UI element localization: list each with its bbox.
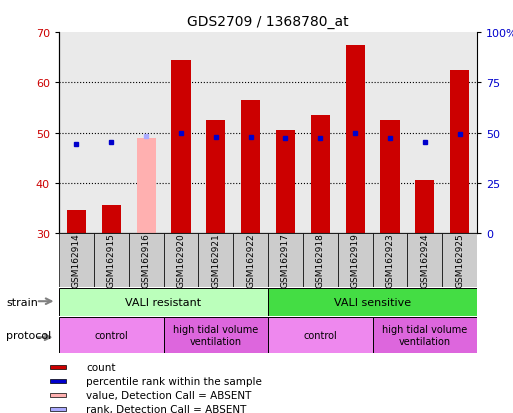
Bar	[233, 233, 268, 287]
Bar	[59, 317, 164, 353]
Bar	[338, 33, 372, 233]
Bar	[276, 131, 295, 233]
Bar	[129, 33, 164, 233]
Bar	[171, 61, 190, 233]
Bar	[303, 233, 338, 287]
Bar	[241, 101, 260, 233]
Bar	[442, 233, 477, 287]
Text: GSM162921: GSM162921	[211, 233, 220, 287]
Bar	[164, 33, 199, 233]
Text: GSM162914: GSM162914	[72, 233, 81, 287]
Text: rank, Detection Call = ABSENT: rank, Detection Call = ABSENT	[86, 404, 247, 413]
Text: value, Detection Call = ABSENT: value, Detection Call = ABSENT	[86, 390, 251, 400]
Bar	[199, 33, 233, 233]
Text: percentile rank within the sample: percentile rank within the sample	[86, 376, 262, 386]
Bar	[102, 206, 121, 233]
Bar	[50, 366, 66, 369]
Text: GSM162925: GSM162925	[455, 233, 464, 287]
Text: count: count	[86, 362, 116, 372]
Bar	[415, 181, 435, 233]
Bar	[372, 317, 477, 353]
Bar	[372, 233, 407, 287]
Text: high tidal volume
ventilation: high tidal volume ventilation	[382, 324, 467, 346]
Bar	[311, 116, 330, 233]
Bar	[268, 288, 477, 316]
Bar	[94, 33, 129, 233]
Bar	[407, 233, 442, 287]
Bar	[164, 233, 199, 287]
Text: GSM162917: GSM162917	[281, 233, 290, 287]
Bar	[206, 121, 225, 233]
Bar	[268, 233, 303, 287]
Bar	[199, 233, 233, 287]
Text: GSM162920: GSM162920	[176, 233, 185, 287]
Text: GSM162915: GSM162915	[107, 233, 116, 287]
Bar	[59, 233, 94, 287]
Bar	[450, 71, 469, 233]
Bar	[50, 394, 66, 397]
Text: VALI sensitive: VALI sensitive	[334, 297, 411, 307]
Bar	[372, 33, 407, 233]
Bar	[338, 233, 372, 287]
Text: GSM162923: GSM162923	[385, 233, 394, 287]
Bar	[381, 121, 400, 233]
Bar	[268, 317, 372, 353]
Text: strain: strain	[6, 297, 38, 307]
Bar	[50, 380, 66, 383]
Bar	[136, 138, 155, 233]
Bar	[303, 33, 338, 233]
Bar	[59, 288, 268, 316]
Bar	[407, 33, 442, 233]
Bar	[268, 33, 303, 233]
Text: GSM162916: GSM162916	[142, 233, 151, 287]
Bar	[67, 211, 86, 233]
Bar	[129, 233, 164, 287]
Bar	[442, 33, 477, 233]
Bar	[346, 45, 365, 233]
Text: GSM162919: GSM162919	[351, 233, 360, 287]
Bar	[50, 407, 66, 411]
Text: control: control	[94, 330, 128, 340]
Text: GSM162924: GSM162924	[420, 233, 429, 287]
Bar	[164, 317, 268, 353]
Bar	[233, 33, 268, 233]
Text: high tidal volume
ventilation: high tidal volume ventilation	[173, 324, 259, 346]
Text: protocol: protocol	[6, 330, 51, 340]
Text: GSM162922: GSM162922	[246, 233, 255, 287]
Text: GSM162918: GSM162918	[316, 233, 325, 287]
Bar	[94, 233, 129, 287]
Title: GDS2709 / 1368780_at: GDS2709 / 1368780_at	[187, 15, 349, 29]
Text: VALI resistant: VALI resistant	[126, 297, 202, 307]
Text: control: control	[303, 330, 337, 340]
Bar	[59, 33, 94, 233]
